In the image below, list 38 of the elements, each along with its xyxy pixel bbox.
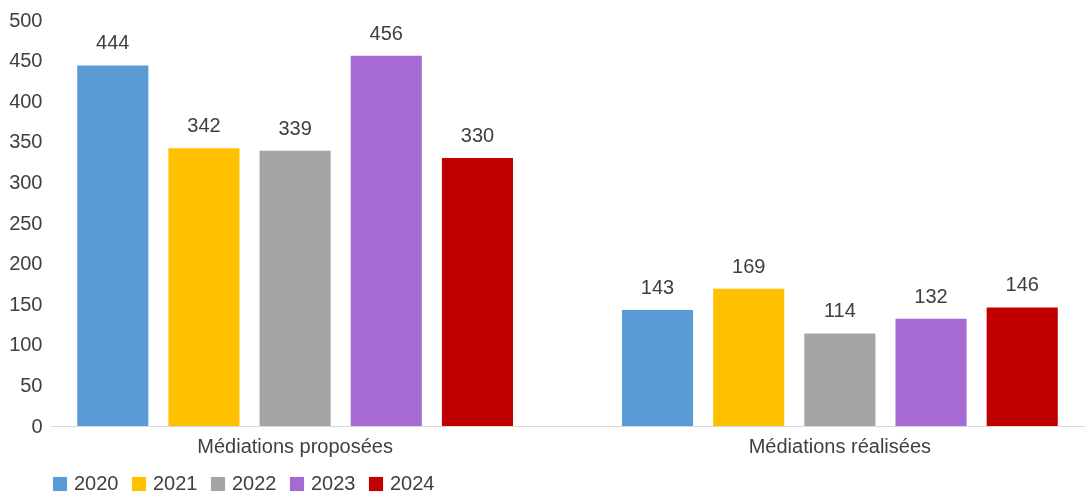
legend-label: 2024 xyxy=(390,472,435,494)
data-label: 444 xyxy=(96,31,130,54)
bar xyxy=(986,307,1058,426)
data-label: 132 xyxy=(914,284,948,307)
y-tick-label: 250 xyxy=(9,211,43,234)
y-tick-label: 200 xyxy=(9,252,43,275)
bar xyxy=(441,158,514,426)
legend-label: 2022 xyxy=(232,472,277,494)
data-label: 143 xyxy=(640,275,675,298)
y-tick-label: 500 xyxy=(9,8,43,31)
y-tick-label: 100 xyxy=(9,333,43,356)
y-tick-label: 0 xyxy=(31,414,43,437)
y-tick-label: 400 xyxy=(9,89,43,112)
legend-label: 2020 xyxy=(74,472,119,494)
y-tick-label: 350 xyxy=(9,130,43,153)
data-label: 339 xyxy=(278,116,312,139)
y-tick-label: 450 xyxy=(9,49,43,72)
bar xyxy=(621,309,694,426)
bar xyxy=(77,65,149,426)
y-tick-label: 50 xyxy=(20,373,43,396)
data-label: 169 xyxy=(732,254,766,277)
data-label: 330 xyxy=(460,124,495,147)
legend-label: 2023 xyxy=(311,472,356,494)
legend-label: 2021 xyxy=(153,472,198,494)
x-tick-label: Médiations réalisées xyxy=(748,434,932,457)
bar xyxy=(895,318,967,426)
data-label: 342 xyxy=(187,114,221,137)
data-label: 114 xyxy=(823,299,856,322)
bar xyxy=(259,150,331,426)
x-tick-label: Médiations proposées xyxy=(197,434,393,457)
y-tick-label: 300 xyxy=(9,170,43,193)
bar xyxy=(168,148,240,426)
bar xyxy=(804,333,876,426)
data-label: 146 xyxy=(1005,273,1039,296)
y-tick-label: 150 xyxy=(9,292,43,315)
bar xyxy=(713,288,785,426)
bar xyxy=(350,55,422,426)
data-label: 456 xyxy=(369,21,403,44)
